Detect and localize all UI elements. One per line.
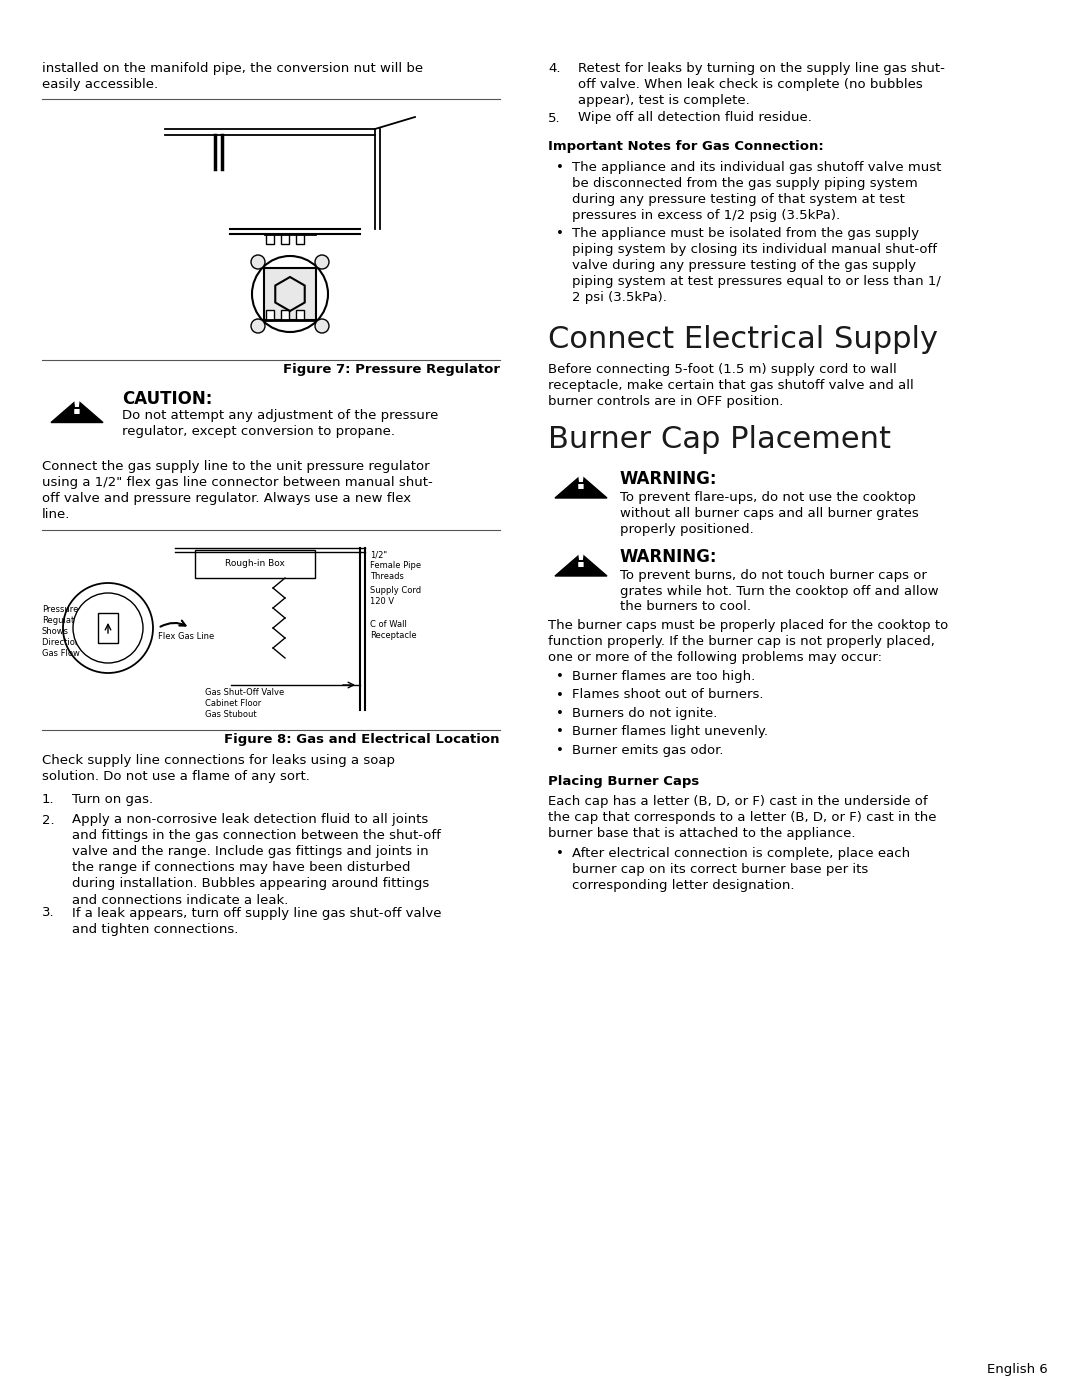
Text: After electrical connection is complete, place each
burner cap on its correct bu: After electrical connection is complete,…	[572, 847, 910, 891]
FancyBboxPatch shape	[281, 310, 289, 320]
Text: To prevent flare-ups, do not use the cooktop
without all burner caps and all bur: To prevent flare-ups, do not use the coo…	[620, 490, 919, 535]
Text: 5.: 5.	[548, 112, 561, 124]
Text: Rough-in Box: Rough-in Box	[225, 560, 285, 569]
Text: Placing Burner Caps: Placing Burner Caps	[548, 774, 699, 788]
Circle shape	[73, 592, 143, 664]
Circle shape	[315, 256, 329, 270]
FancyBboxPatch shape	[195, 550, 315, 578]
Text: •: •	[556, 161, 564, 173]
Text: Figure 8: Gas and Electrical Location: Figure 8: Gas and Electrical Location	[225, 733, 500, 746]
Text: The appliance and its individual gas shutoff valve must
be disconnected from the: The appliance and its individual gas shu…	[572, 161, 942, 222]
Text: 4.: 4.	[548, 61, 561, 75]
Text: If a leak appears, turn off supply line gas shut-off valve
and tighten connectio: If a leak appears, turn off supply line …	[72, 907, 442, 936]
Text: 2.: 2.	[42, 813, 55, 827]
Text: Connect the gas supply line to the unit pressure regulator
using a 1/2" flex gas: Connect the gas supply line to the unit …	[42, 460, 433, 521]
Text: Burner Cap Placement: Burner Cap Placement	[548, 425, 891, 454]
Text: Check supply line connections for leaks using a soap
solution. Do not use a flam: Check supply line connections for leaks …	[42, 754, 395, 782]
Text: WARNING:: WARNING:	[620, 471, 717, 489]
Text: !: !	[575, 543, 588, 573]
Polygon shape	[555, 553, 607, 576]
Text: Do not attempt any adjustment of the pressure
regulator, except conversion to pr: Do not attempt any adjustment of the pre…	[122, 409, 438, 439]
Text: Pressure
Regulator
Shows
Direction of
Gas Flow: Pressure Regulator Shows Direction of Ga…	[42, 605, 91, 658]
Text: •: •	[556, 707, 564, 719]
FancyBboxPatch shape	[98, 613, 118, 643]
Text: Burner flames light unevenly.: Burner flames light unevenly.	[572, 725, 768, 739]
Circle shape	[251, 319, 265, 332]
Text: •: •	[556, 745, 564, 757]
Text: The appliance must be isolated from the gas supply
piping system by closing its : The appliance must be isolated from the …	[572, 226, 941, 303]
Text: Connect Electrical Supply: Connect Electrical Supply	[548, 326, 939, 353]
Text: •: •	[556, 689, 564, 701]
Text: •: •	[556, 725, 564, 739]
Text: Burner flames are too high.: Burner flames are too high.	[572, 671, 755, 683]
Circle shape	[315, 319, 329, 332]
Text: Important Notes for Gas Connection:: Important Notes for Gas Connection:	[548, 140, 824, 154]
Circle shape	[251, 256, 265, 270]
Text: 1/2"
Female Pipe
Threads: 1/2" Female Pipe Threads	[370, 550, 421, 581]
FancyBboxPatch shape	[296, 310, 303, 320]
Text: !: !	[70, 391, 84, 419]
Text: Each cap has a letter (B, D, or F) cast in the underside of
the cap that corresp: Each cap has a letter (B, D, or F) cast …	[548, 795, 936, 840]
Text: installed on the manifold pipe, the conversion nut will be
easily accessible.: installed on the manifold pipe, the conv…	[42, 61, 423, 91]
Text: Apply a non-corrosive leak detection fluid to all joints
and fittings in the gas: Apply a non-corrosive leak detection flu…	[72, 813, 441, 907]
Text: To prevent burns, do not touch burner caps or
grates while hot. Turn the cooktop: To prevent burns, do not touch burner ca…	[620, 569, 939, 613]
Polygon shape	[555, 475, 607, 497]
Text: English 6: English 6	[987, 1363, 1048, 1376]
Text: •: •	[556, 226, 564, 239]
Text: Flames shoot out of burners.: Flames shoot out of burners.	[572, 689, 764, 701]
Text: !: !	[575, 467, 588, 495]
FancyBboxPatch shape	[264, 268, 316, 320]
Text: •: •	[556, 671, 564, 683]
FancyBboxPatch shape	[296, 235, 303, 244]
Text: Flex Gas Line: Flex Gas Line	[158, 631, 214, 641]
Text: C of Wall
Receptacle: C of Wall Receptacle	[370, 620, 417, 640]
Text: CAUTION:: CAUTION:	[122, 390, 213, 408]
Text: •: •	[556, 847, 564, 859]
Text: Supply Cord
120 V: Supply Cord 120 V	[370, 585, 421, 606]
Text: Gas Shut-Off Valve
Cabinet Floor
Gas Stubout: Gas Shut-Off Valve Cabinet Floor Gas Stu…	[205, 687, 284, 719]
Text: The burner caps must be properly placed for the cooktop to
function properly. If: The burner caps must be properly placed …	[548, 619, 948, 664]
Text: Before connecting 5-foot (1.5 m) supply cord to wall
receptacle, make certain th: Before connecting 5-foot (1.5 m) supply …	[548, 363, 914, 408]
Text: Retest for leaks by turning on the supply line gas shut-
off valve. When leak ch: Retest for leaks by turning on the suppl…	[578, 61, 945, 108]
Text: WARNING:: WARNING:	[620, 549, 717, 567]
Text: Burners do not ignite.: Burners do not ignite.	[572, 707, 717, 719]
Text: Turn on gas.: Turn on gas.	[72, 793, 153, 806]
Text: 3.: 3.	[42, 907, 55, 919]
Text: Wipe off all detection fluid residue.: Wipe off all detection fluid residue.	[578, 112, 812, 124]
Polygon shape	[51, 400, 103, 422]
Text: 1.: 1.	[42, 793, 55, 806]
FancyBboxPatch shape	[266, 310, 274, 320]
Text: Burner emits gas odor.: Burner emits gas odor.	[572, 745, 724, 757]
FancyBboxPatch shape	[281, 235, 289, 244]
FancyBboxPatch shape	[266, 235, 274, 244]
Circle shape	[63, 583, 153, 673]
Text: Figure 7: Pressure Regulator: Figure 7: Pressure Regulator	[283, 363, 500, 376]
